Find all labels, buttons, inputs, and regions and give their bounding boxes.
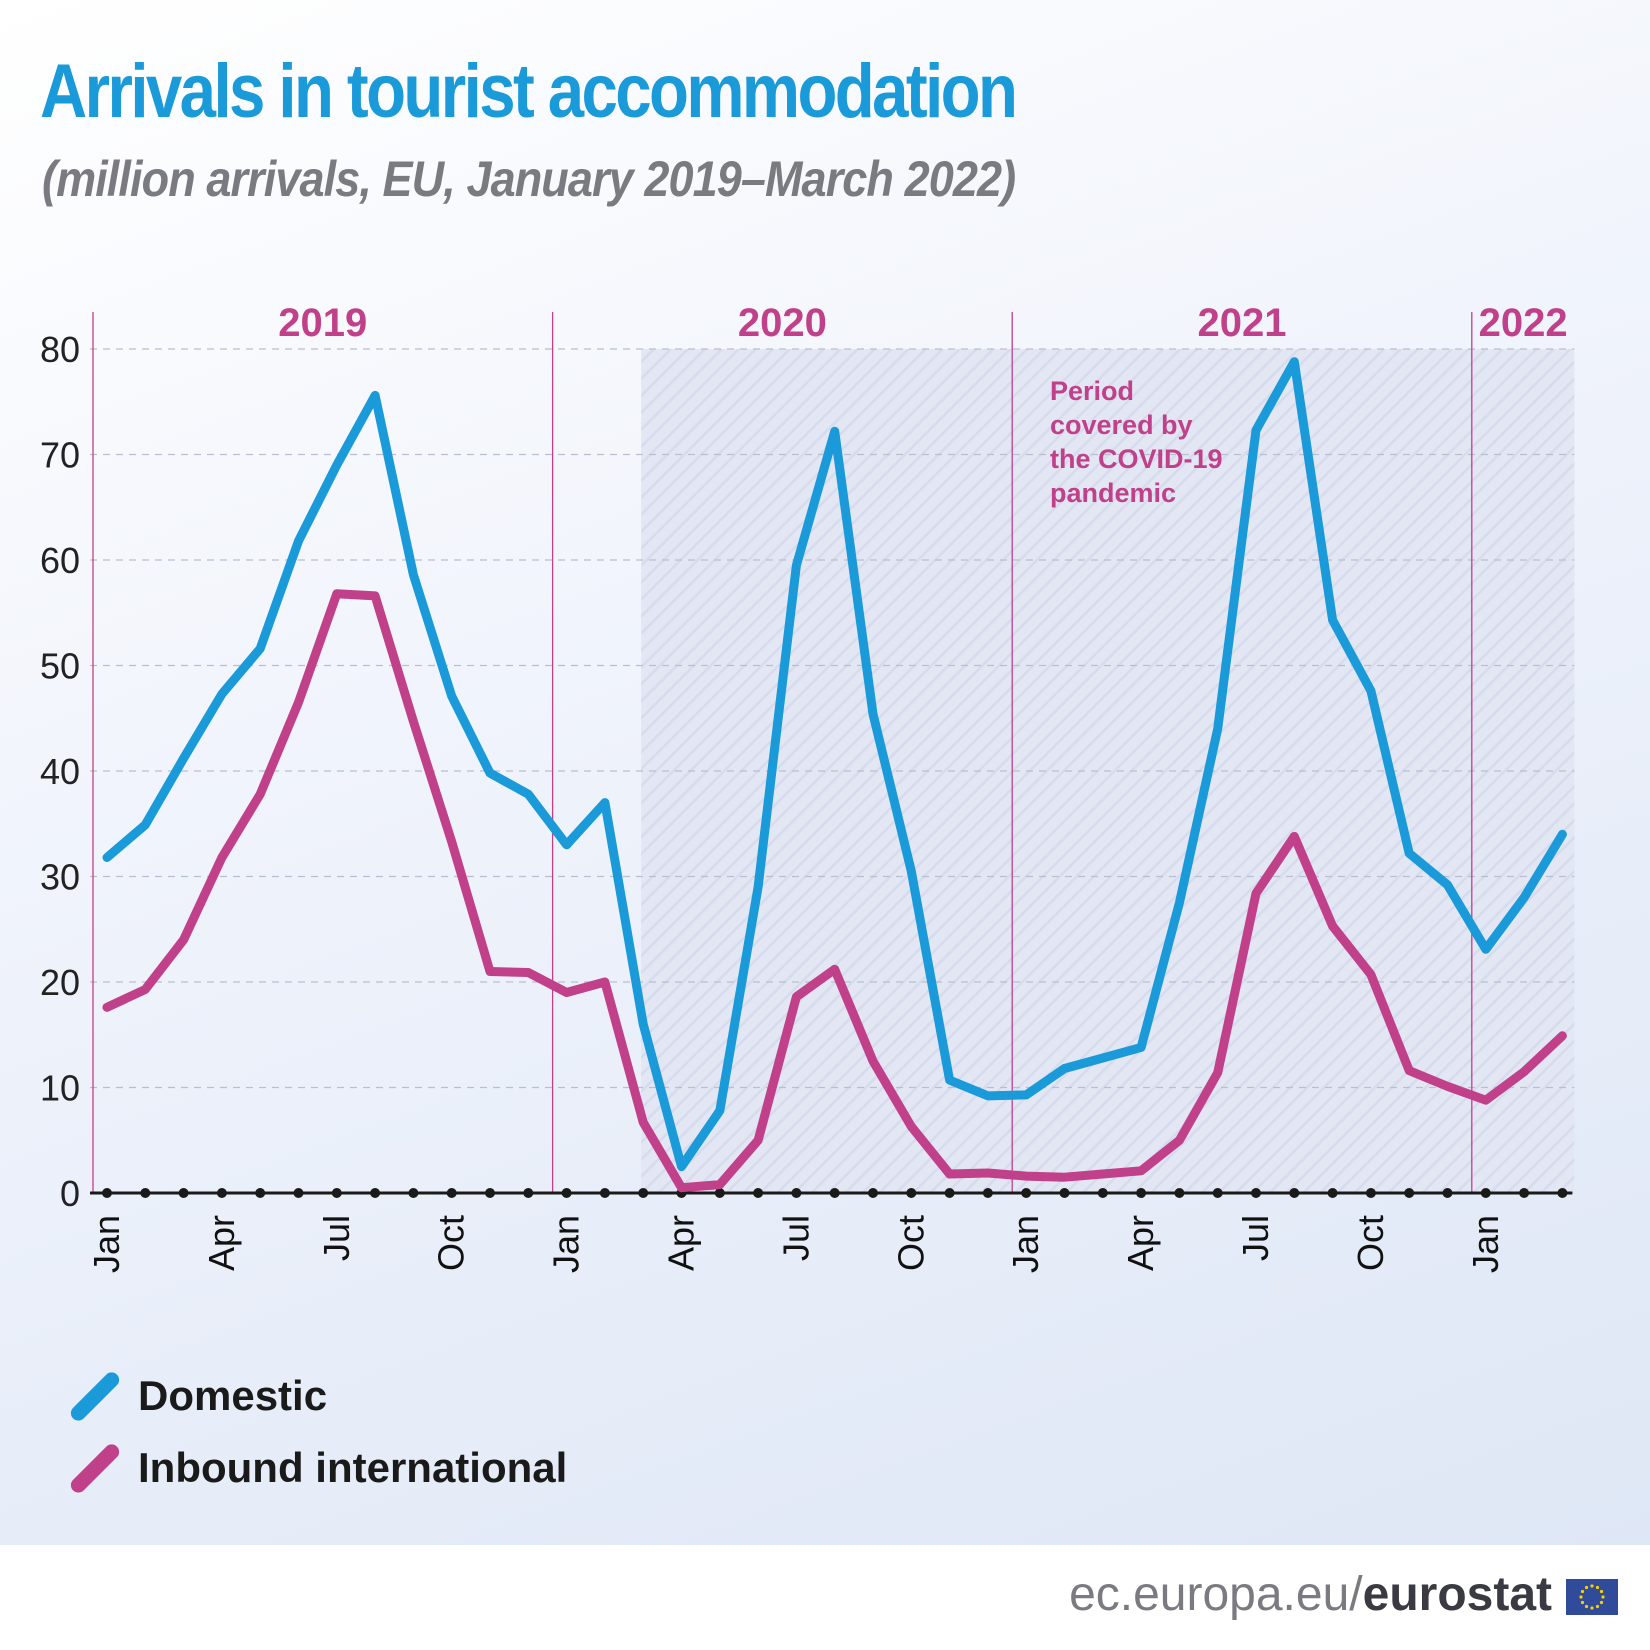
x-tick-dot — [982, 1188, 993, 1198]
footer-url-prefix: ec.europa.eu/ — [1069, 1568, 1363, 1621]
flag-star — [1601, 1595, 1605, 1599]
x-tick-label: Jul — [775, 1215, 816, 1261]
x-tick-label: Oct — [431, 1215, 472, 1271]
x-tick-dot — [1519, 1188, 1530, 1198]
x-tick-dot — [944, 1188, 955, 1198]
x-tick-dot — [216, 1188, 227, 1198]
x-tick-label: Jan — [86, 1215, 127, 1273]
covid-annotation-line: the COVID-19 — [1050, 444, 1223, 474]
x-tick-dot — [331, 1188, 342, 1198]
flag-star — [1599, 1600, 1604, 1605]
x-tick-label: Apr — [1120, 1215, 1161, 1271]
x-tick-label: Jan — [546, 1215, 587, 1273]
legend: Domestic Inbound international — [67, 1360, 568, 1504]
x-tick-dot — [1365, 1188, 1376, 1198]
chart-subtitle: (million arrivals, EU, January 2019–Marc… — [42, 151, 1016, 207]
x-tick-dot — [140, 1188, 151, 1198]
flag-star — [1579, 1595, 1583, 1599]
x-tick-dot — [523, 1188, 534, 1198]
x-tick-label: Apr — [201, 1215, 242, 1271]
x-tick-label: Jul — [316, 1215, 357, 1261]
line-chart: 2019 2020 2021 2022 0 10 20 30 40 50 60 70 80 Jan Apr… — [40, 301, 1575, 1273]
year-label-2019: 2019 — [278, 301, 367, 345]
series-line-inbound-international — [102, 589, 1567, 1193]
x-tick-dot — [1059, 1188, 1070, 1198]
x-tick-dot — [561, 1188, 572, 1198]
flag-star — [1580, 1589, 1585, 1594]
x-tick-dot — [1289, 1188, 1300, 1198]
y-tick-label-40: 40 — [40, 751, 80, 792]
x-tick-dot — [1212, 1188, 1223, 1198]
x-tick-dot — [293, 1188, 304, 1198]
footer: ec.europa.eu/eurostat — [0, 1545, 1650, 1650]
y-tick-label-30: 30 — [40, 857, 80, 898]
x-tick-dot — [102, 1188, 112, 1198]
y-tick-label-70: 70 — [40, 435, 80, 476]
y-tick-label-60: 60 — [40, 540, 80, 581]
footer-brand: eurostat — [1362, 1568, 1552, 1621]
x-tick-dot — [485, 1188, 495, 1198]
x-tick-dot — [408, 1188, 419, 1198]
flag-star — [1590, 1606, 1594, 1610]
chart-title: Arrivals in tourist accommodation — [40, 49, 1018, 134]
x-tick-dot — [1021, 1188, 1032, 1198]
x-tick-dot — [714, 1188, 725, 1198]
flag-star — [1595, 1604, 1600, 1609]
eu-flag-icon — [1566, 1579, 1618, 1615]
year-label-2021: 2021 — [1198, 301, 1287, 345]
legend-swatch-inbound — [67, 1440, 123, 1496]
x-tick-label: Jul — [1235, 1215, 1276, 1261]
x-tick-label: Jan — [1005, 1215, 1046, 1273]
x-tick-dot — [1557, 1188, 1568, 1198]
y-tick-label-10: 10 — [40, 1068, 80, 1109]
x-tick-dot — [868, 1188, 878, 1198]
legend-item-inbound: Inbound international — [67, 1432, 568, 1504]
x-tick-dot — [829, 1188, 840, 1198]
legend-label-domestic: Domestic — [138, 1372, 328, 1419]
year-label-2022: 2022 — [1479, 301, 1568, 345]
covid-annotation-line: covered by — [1050, 410, 1193, 440]
x-tick-label: Apr — [661, 1215, 702, 1271]
legend-item-domestic: Domestic — [67, 1360, 567, 1432]
covid-annotation-line: pandemic — [1050, 478, 1176, 508]
x-tick-dot — [370, 1188, 381, 1198]
y-tick-label-80: 80 — [40, 329, 80, 370]
x-tick-label: Oct — [890, 1215, 931, 1271]
flag-star — [1590, 1584, 1594, 1588]
x-tick-dot — [1327, 1188, 1338, 1198]
flag-star — [1595, 1585, 1600, 1590]
x-tick-dot — [446, 1188, 457, 1198]
year-label-2020: 2020 — [738, 301, 827, 345]
x-tick-dot — [1174, 1188, 1185, 1198]
series-line-domestic — [102, 357, 1567, 1172]
flag-star — [1599, 1589, 1604, 1594]
x-tick-dot — [791, 1188, 802, 1198]
footer-link[interactable]: ec.europa.eu/eurostat — [1069, 1567, 1552, 1622]
x-tick-dot — [1480, 1188, 1491, 1198]
y-tick-label-50: 50 — [40, 646, 80, 687]
x-tick-dot — [1097, 1188, 1108, 1198]
legend-swatch-domestic — [67, 1368, 123, 1424]
x-tick-dot — [753, 1188, 764, 1198]
x-tick-label: Oct — [1350, 1215, 1391, 1271]
flag-star — [1584, 1604, 1589, 1609]
y-tick-label-0: 0 — [60, 1173, 80, 1214]
x-tick-dot — [1251, 1188, 1261, 1198]
x-tick-dot — [906, 1188, 917, 1198]
x-tick-dot — [1442, 1188, 1453, 1198]
x-tick-dot — [599, 1188, 610, 1198]
y-tick-label-20: 20 — [40, 962, 80, 1003]
x-tick-dot — [638, 1188, 649, 1198]
x-tick-dot — [1404, 1188, 1415, 1198]
x-tick-label: Jan — [1465, 1215, 1506, 1273]
x-tick-dot — [1136, 1188, 1147, 1198]
flag-star — [1584, 1585, 1589, 1590]
flag-star — [1580, 1600, 1585, 1605]
legend-label-inbound: Inbound international — [138, 1444, 568, 1491]
x-tick-dot — [178, 1188, 189, 1198]
x-tick-dot — [255, 1188, 266, 1198]
covid-annotation-line: Period — [1050, 376, 1134, 406]
